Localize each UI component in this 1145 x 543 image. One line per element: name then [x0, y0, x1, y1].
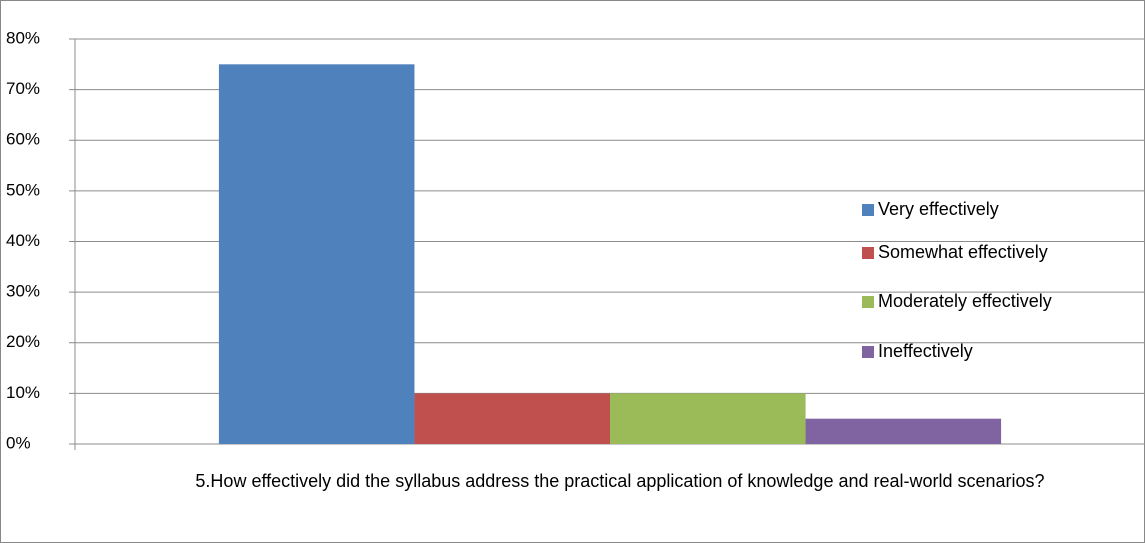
y-tick-label: 70%	[6, 79, 40, 98]
legend-label: Somewhat effectively	[878, 242, 1048, 262]
legend-swatch	[862, 296, 874, 308]
legend-label: Ineffectively	[878, 341, 973, 361]
y-tick-label: 50%	[6, 180, 40, 199]
bar	[414, 393, 610, 444]
legend-label: Very effectively	[878, 199, 999, 219]
bar	[610, 393, 806, 444]
bar	[218, 64, 415, 444]
y-tick-label: 60%	[6, 130, 40, 149]
legend-swatch	[862, 204, 874, 216]
y-tick-label: 20%	[6, 332, 40, 351]
legend-swatch	[862, 346, 874, 358]
legend-swatch	[862, 247, 874, 259]
bar	[805, 418, 1002, 444]
y-tick-label: 0%	[6, 433, 31, 452]
y-tick-label: 30%	[6, 282, 40, 301]
y-tick-label: 40%	[6, 231, 40, 250]
y-tick-label: 10%	[6, 383, 40, 402]
legend-label: Moderately effectively	[878, 291, 1052, 311]
x-tick-label: 5.How effectively did the syllabus addre…	[195, 471, 1045, 491]
y-tick-label: 80%	[6, 28, 40, 47]
